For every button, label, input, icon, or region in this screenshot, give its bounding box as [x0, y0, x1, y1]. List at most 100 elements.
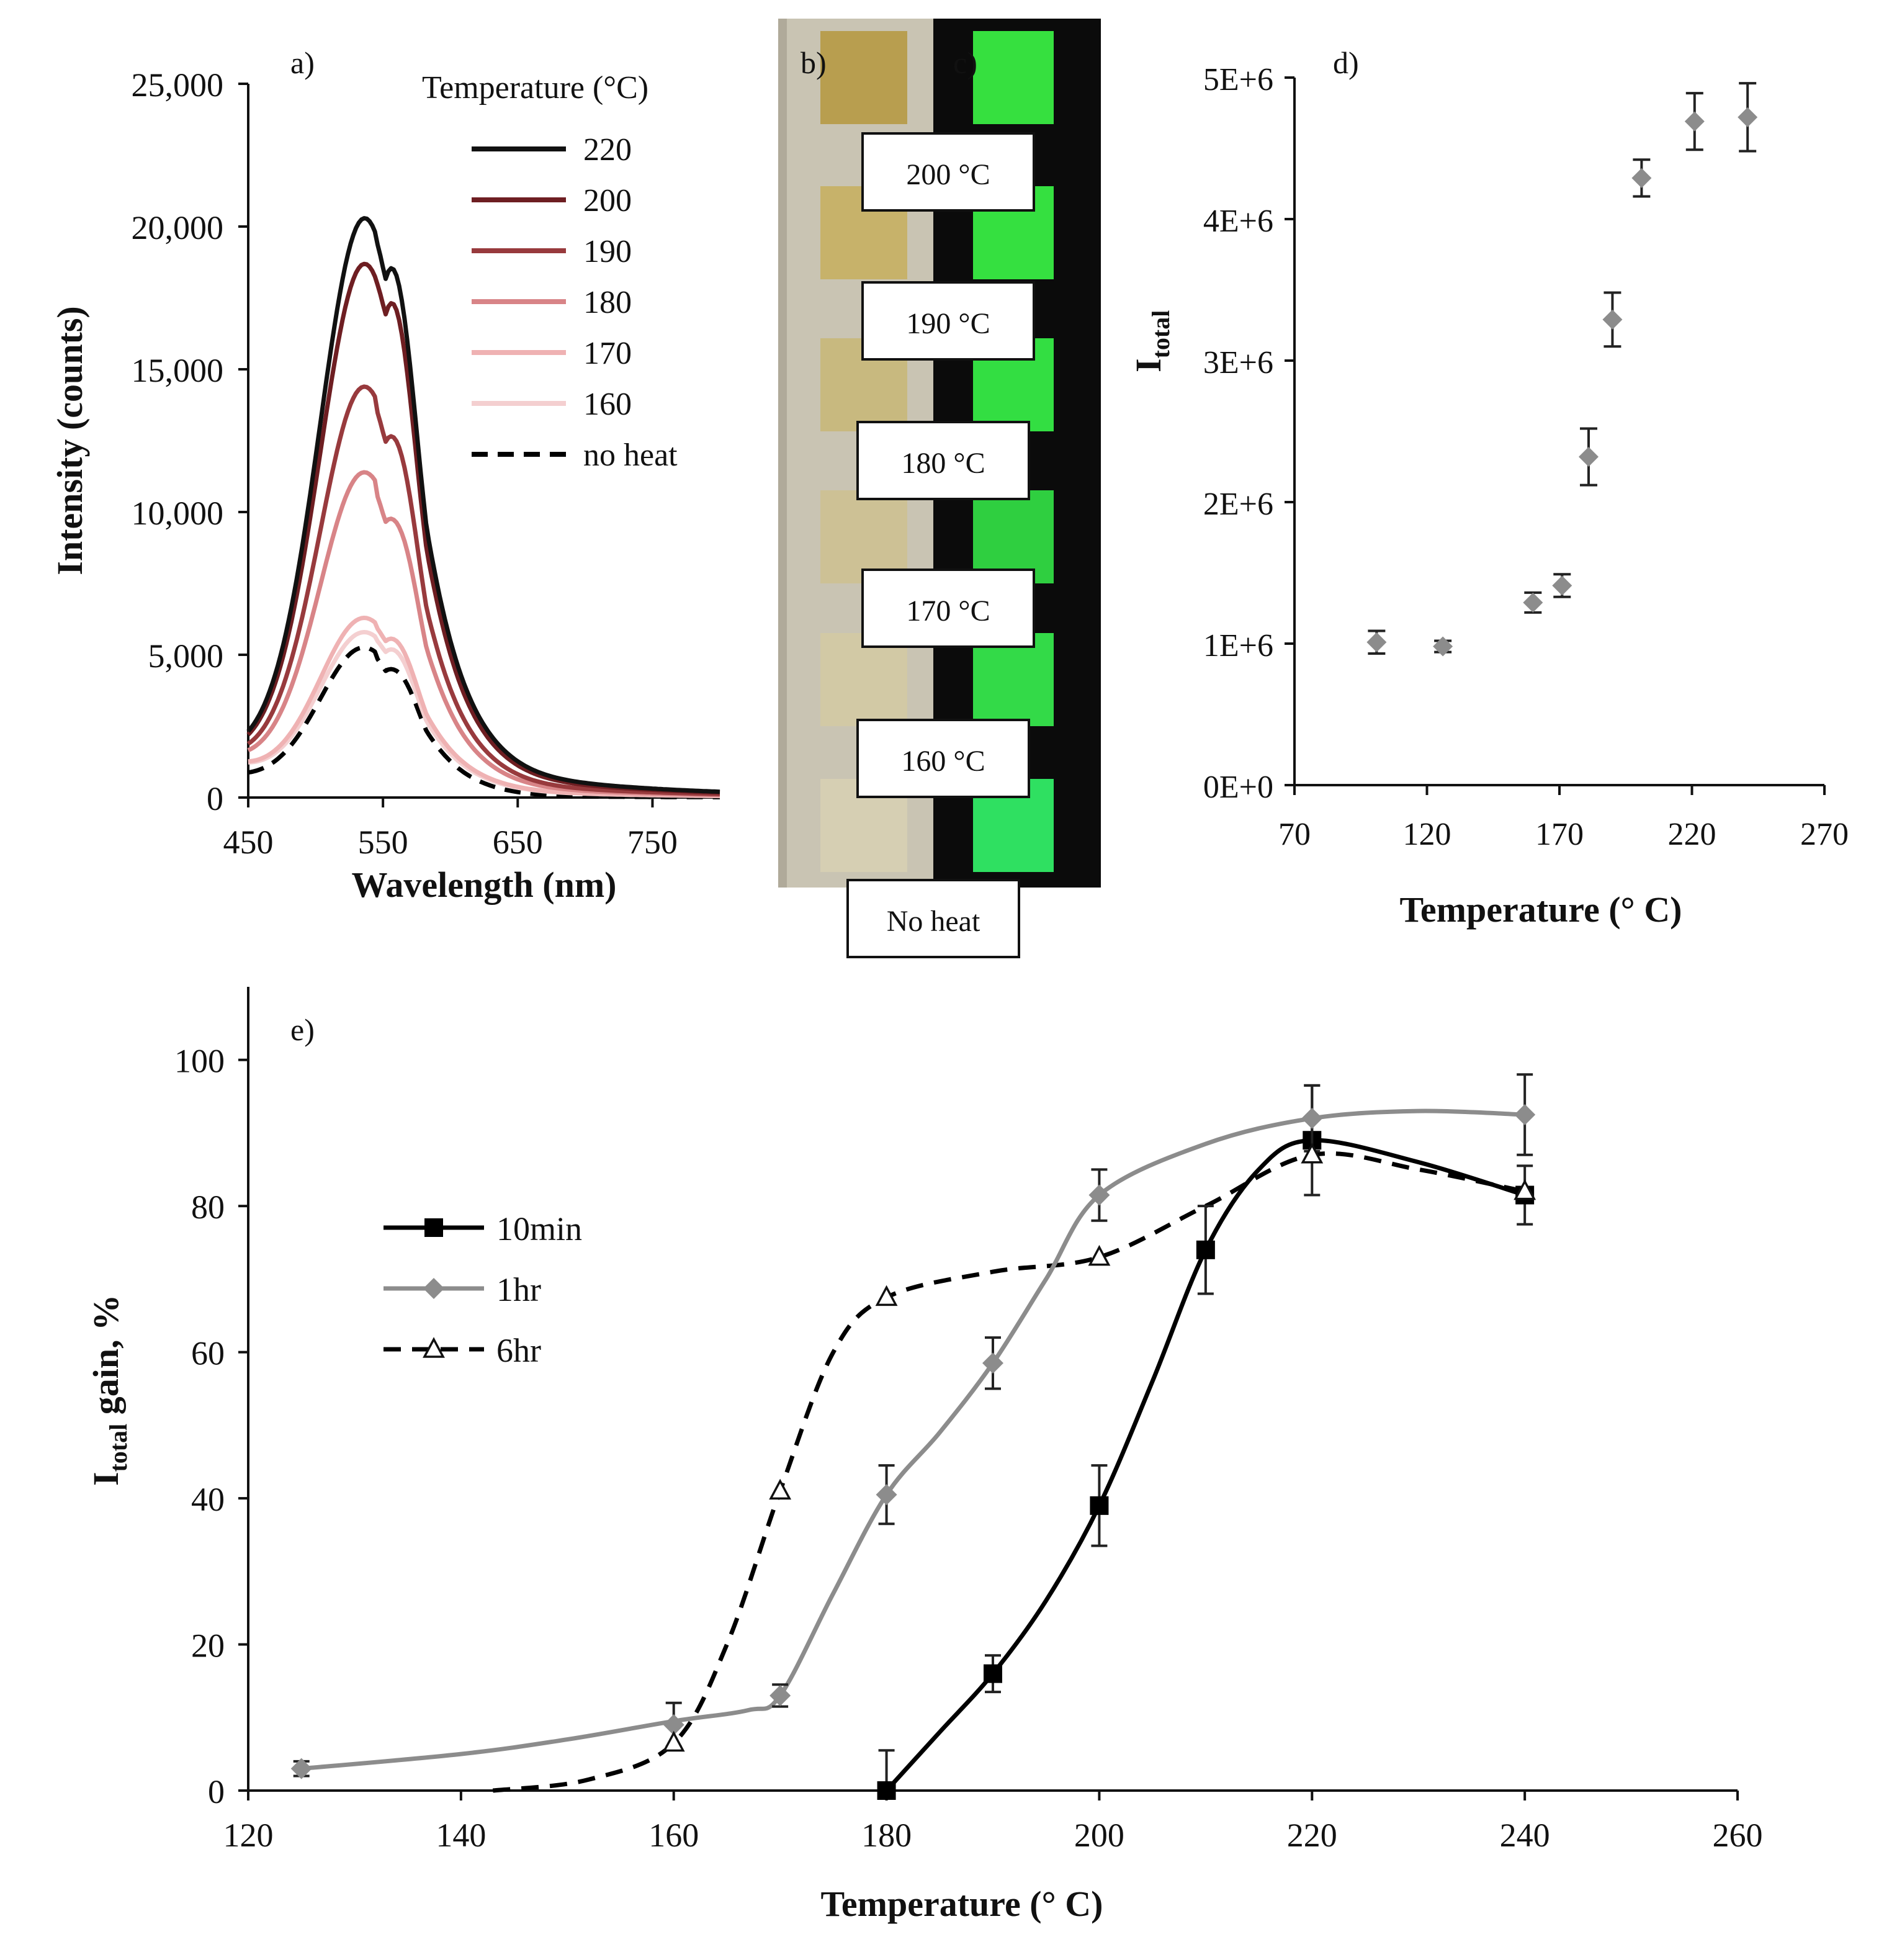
- a-series-line-170: [248, 616, 720, 798]
- panel-label-b: b): [801, 45, 827, 80]
- a-y-tick-label: 10,000: [132, 495, 224, 532]
- photo-b-swatch: [820, 633, 907, 726]
- a-x-axis-title: Wavelength (nm): [352, 865, 617, 905]
- a-legend-label: 220: [583, 132, 632, 168]
- panel-e-gain-chart: 0 20 40 60 80 100 120 140 160 180 200 220 240 260 Temp…: [86, 987, 1763, 1924]
- e-y-tick-label: 20: [191, 1627, 225, 1665]
- panel-label-c: c): [953, 45, 977, 80]
- e-legend-marker: [423, 1278, 444, 1299]
- e-x-tick-label: 240: [1500, 1817, 1550, 1854]
- a-legend-label: no heat: [583, 438, 678, 473]
- a-series-line-160: [248, 630, 720, 799]
- d-y-tick-label: 3E+6: [1203, 345, 1273, 380]
- d-data-point: [1602, 309, 1623, 330]
- d-data-point: [1552, 575, 1572, 596]
- a-y-tick-label: 20,000: [132, 209, 224, 246]
- d-x-tick-label: 220: [1668, 817, 1716, 852]
- photo-label-box: [856, 719, 1030, 798]
- photo-c-swatch: [973, 490, 1054, 583]
- e-y-tick-label: 80: [191, 1189, 225, 1226]
- photo-b-edge: [778, 19, 787, 888]
- e-data-point-6hr: [1301, 1143, 1324, 1164]
- e-x-tick-label: 180: [861, 1817, 912, 1854]
- e-data-point-6hr: [662, 1730, 685, 1752]
- e-legend-label: 6hr: [496, 1332, 541, 1369]
- e-legend-marker: [423, 1337, 445, 1358]
- d-data-point: [1631, 168, 1652, 188]
- panel-d-scatter-chart: 0E+0 1E+6 2E+6 3E+6 4E+6 5E+6 70 120 170 220 270 Te…: [1128, 45, 1849, 930]
- e-y-tick-label: 0: [208, 1773, 225, 1810]
- photo-label-box: [861, 281, 1035, 361]
- e-data-point-6hr: [1514, 1179, 1536, 1200]
- a-legend-label: 190: [583, 234, 632, 269]
- d-data-point: [1738, 107, 1758, 127]
- a-series-line-190: [246, 384, 720, 796]
- a-legend-label: 160: [583, 387, 632, 422]
- d-y-tick-label: 0E+0: [1203, 770, 1273, 805]
- photo-label-text: 160 °C: [901, 745, 985, 778]
- a-x-tick-label: 550: [358, 824, 408, 861]
- e-x-tick-label: 220: [1287, 1817, 1337, 1854]
- e-data-point-6hr: [769, 1478, 792, 1500]
- e-series-line-1hr: [301, 1108, 1525, 1771]
- e-series-line-6hr: [492, 1151, 1525, 1793]
- e-data-point-1hr: [663, 1714, 684, 1736]
- e-y-tick-label: 60: [191, 1335, 225, 1372]
- a-y-tick-label: 25,000: [132, 66, 224, 104]
- a-x-tick-label: 750: [627, 824, 678, 861]
- panel-label-d: d): [1333, 45, 1359, 80]
- e-data-point-6hr: [1088, 1244, 1111, 1266]
- e-data-point-10min: [1196, 1240, 1215, 1259]
- photo-label-box: [861, 132, 1035, 212]
- a-x-tick-label: 650: [493, 824, 543, 861]
- d-data-point: [1523, 592, 1543, 613]
- d-x-tick-label: 270: [1800, 817, 1849, 852]
- e-data-point-1hr: [1088, 1184, 1110, 1206]
- e-data-point-10min: [877, 1781, 896, 1800]
- a-y-axis-title: Intensity (counts): [50, 306, 90, 575]
- photo-label-text: 200 °C: [906, 158, 990, 191]
- photo-label-text: No heat: [887, 905, 980, 938]
- e-data-point-1hr: [769, 1684, 791, 1706]
- d-x-tick-label: 120: [1403, 817, 1451, 852]
- d-y-tick-label: 5E+6: [1203, 62, 1273, 97]
- a-legend-label: 170: [583, 336, 632, 371]
- e-x-tick-label: 120: [223, 1817, 274, 1854]
- a-y-tick-label: 15,000: [132, 352, 224, 389]
- d-y-tick-label: 4E+6: [1203, 204, 1273, 239]
- d-data-point: [1578, 447, 1599, 467]
- photo-c-swatch: [973, 31, 1054, 124]
- e-x-tick-label: 200: [1074, 1817, 1124, 1854]
- d-x-tick-label: 70: [1278, 817, 1311, 852]
- e-y-axis-title: Itotal gain, %: [86, 1295, 132, 1486]
- panel-label-a: a): [290, 45, 315, 80]
- a-y-tick-label: 0: [207, 780, 223, 817]
- photo-label-text: 170 °C: [906, 595, 990, 627]
- e-data-point-10min: [1090, 1496, 1109, 1515]
- photo-b-swatch: [820, 490, 907, 583]
- e-data-point-1hr: [876, 1484, 897, 1506]
- a-legend-label: 180: [583, 285, 632, 320]
- a-legend-title: Temperature (°C): [422, 70, 648, 106]
- e-legend-label: 1hr: [496, 1271, 541, 1308]
- photo-label-text: 190 °C: [906, 307, 990, 340]
- e-data-point-1hr: [982, 1352, 1003, 1374]
- panel-a-spectra-chart: 0 5,000 10,000 15,000 20,000 25,000 450 550 650 7…: [50, 45, 720, 905]
- a-x-tick-label: 450: [223, 824, 274, 861]
- a-series-line-220: [246, 216, 720, 794]
- e-x-tick-label: 140: [436, 1817, 486, 1854]
- photo-c-swatch: [973, 633, 1054, 726]
- e-x-tick-label: 260: [1713, 1817, 1763, 1854]
- d-y-axis-title: Itotal: [1128, 310, 1175, 372]
- photo-label-text: 180 °C: [901, 447, 985, 480]
- e-x-tick-label: 160: [648, 1817, 699, 1854]
- e-legend-label: 10min: [496, 1210, 582, 1247]
- d-y-tick-label: 2E+6: [1203, 487, 1273, 522]
- d-data-point: [1366, 632, 1387, 652]
- photo-label-box: [861, 569, 1035, 648]
- photo-b-swatch: [820, 31, 907, 124]
- panel-bc-photos: b) c) 200 °C 190 °C 180 °C 170 °C 160 °C No hea…: [778, 19, 1101, 958]
- e-x-axis-title: Temperature (° C): [821, 1884, 1103, 1924]
- e-data-point-1hr: [290, 1758, 312, 1779]
